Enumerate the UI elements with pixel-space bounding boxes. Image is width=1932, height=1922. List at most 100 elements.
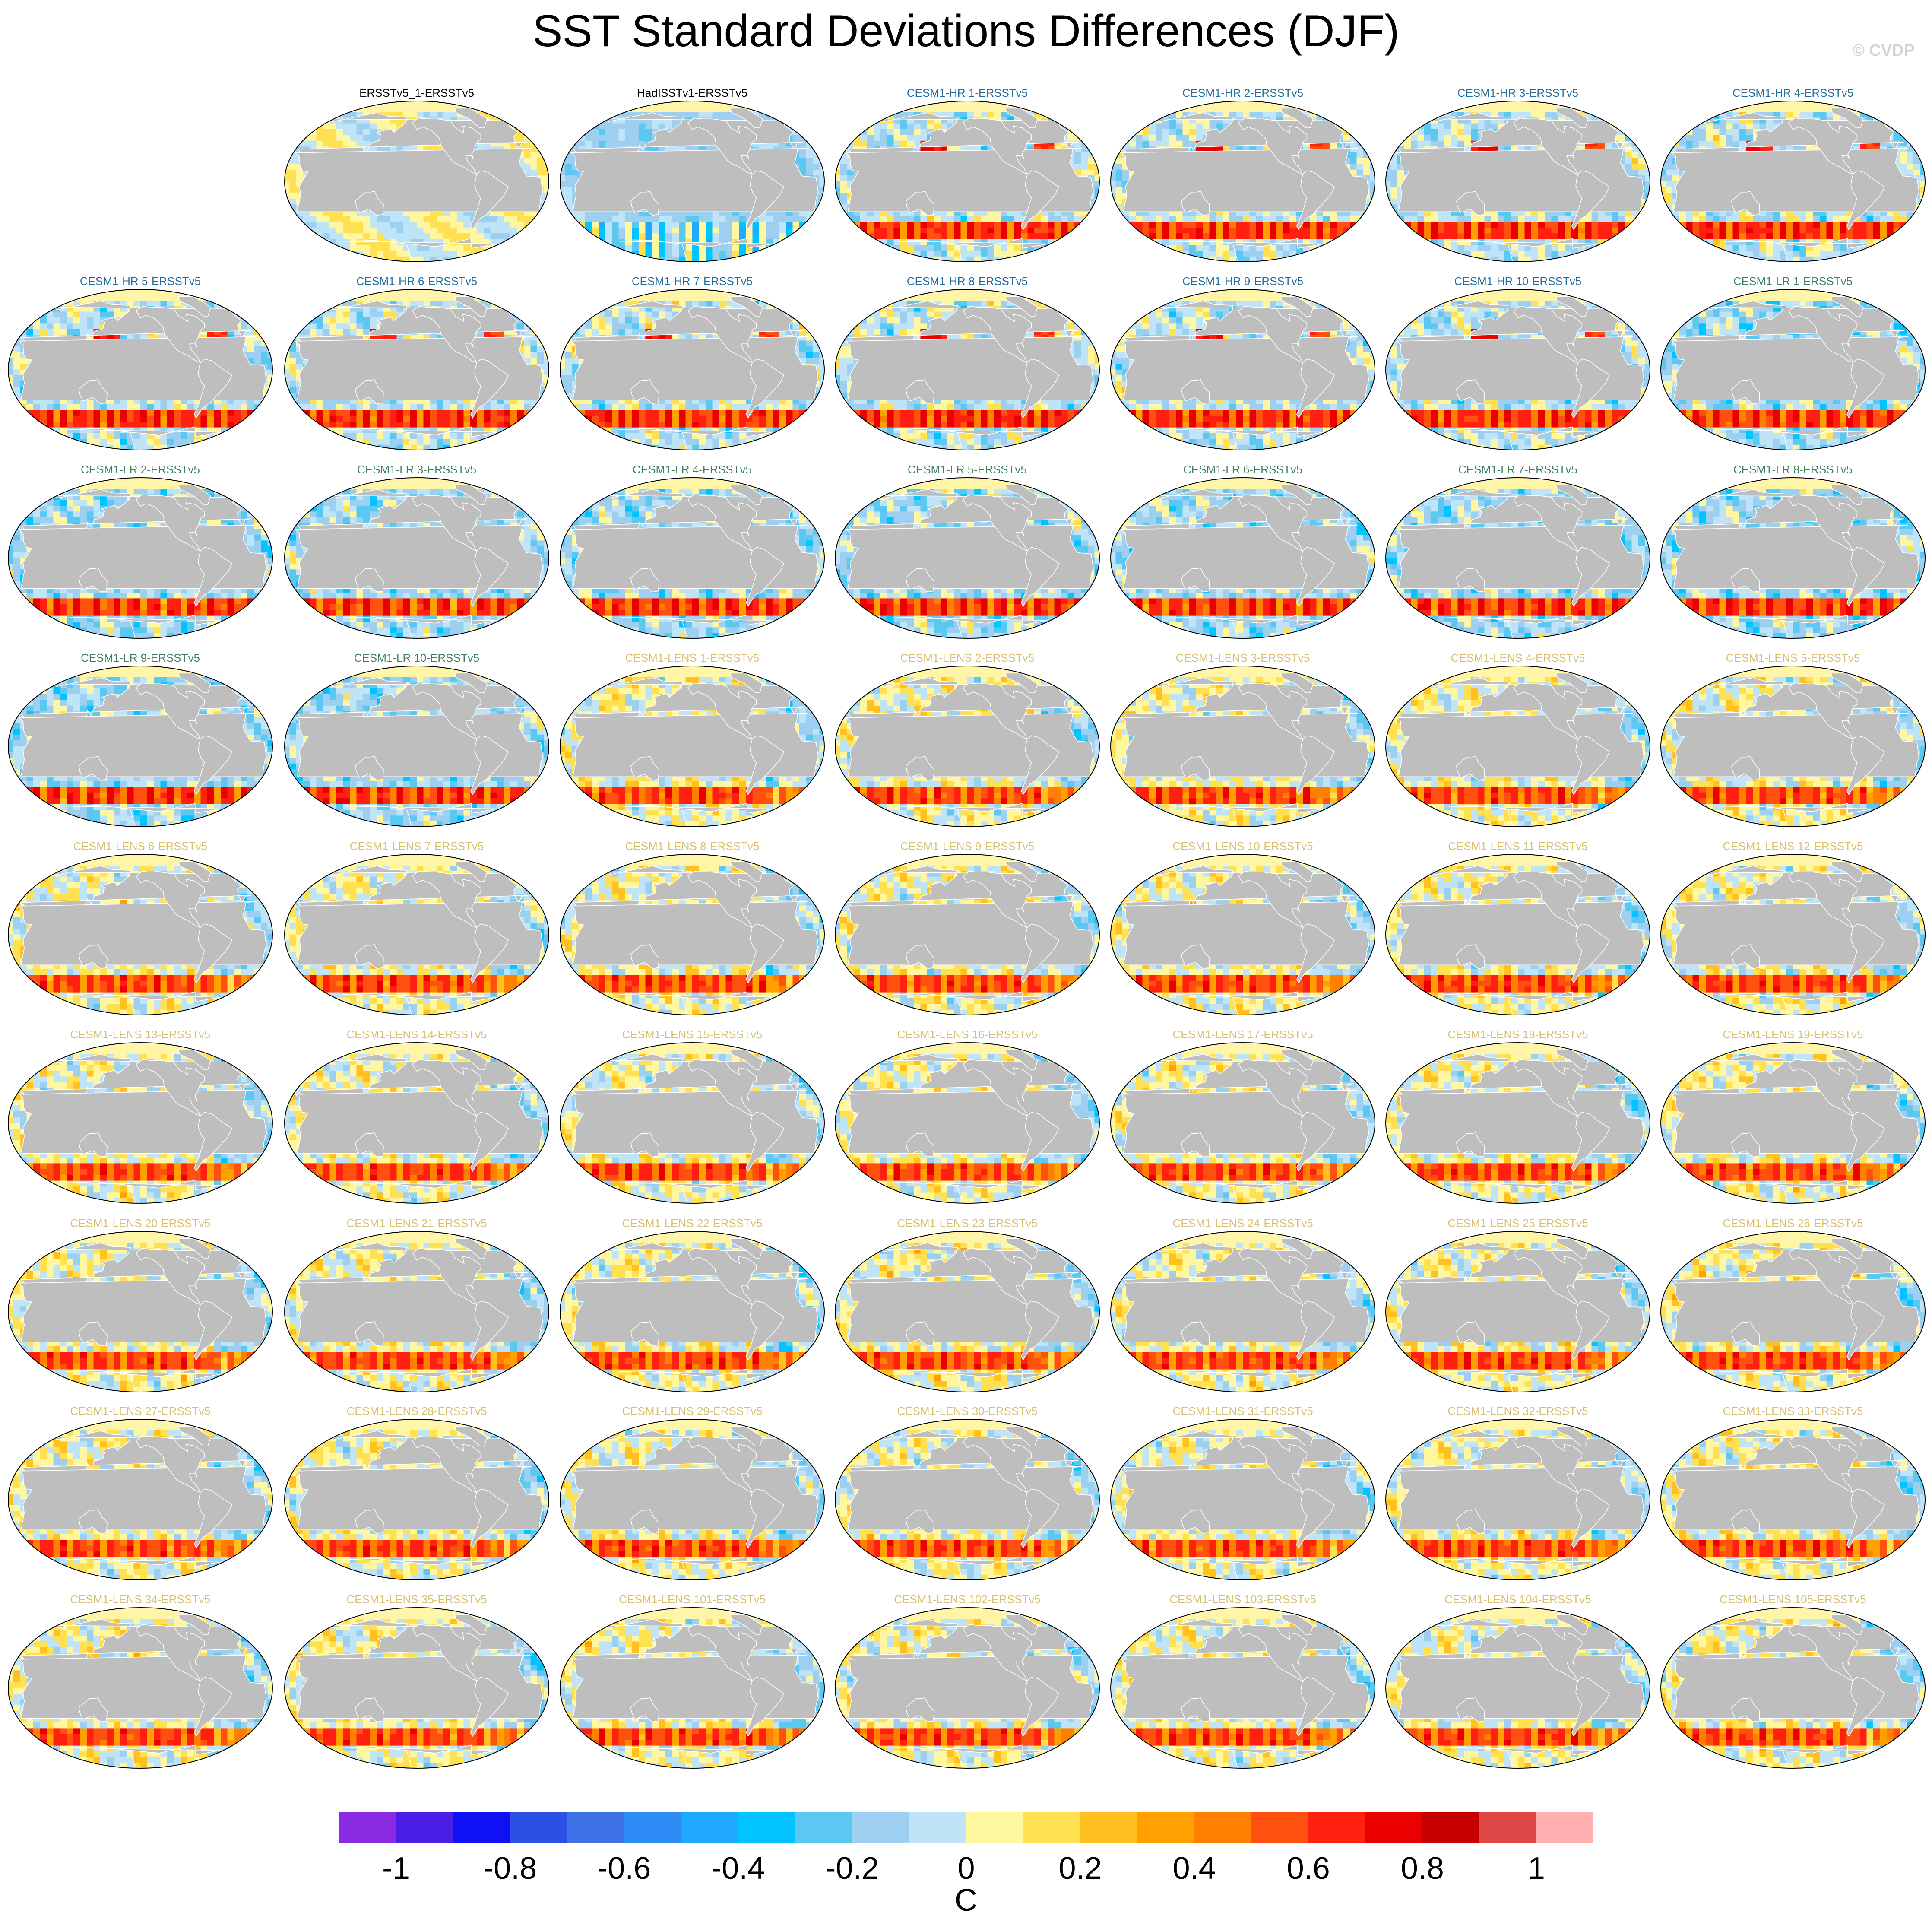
- sst-cell: [1323, 228, 1330, 234]
- sst-cell: [1330, 106, 1337, 112]
- sst-cell: [988, 251, 995, 257]
- sst-cell: [290, 141, 297, 147]
- sst-cell: [786, 251, 793, 257]
- sst-cell: [692, 251, 699, 257]
- sst-cell: [370, 216, 377, 222]
- sst-cell: [484, 106, 491, 112]
- sst-cell: [840, 199, 847, 205]
- sst-cell: [994, 251, 1001, 257]
- sst-cell: [424, 228, 431, 234]
- sst-cell: [303, 141, 310, 147]
- sst-cell: [430, 216, 437, 222]
- sst-cell: [840, 158, 847, 164]
- sst-cell: [1323, 233, 1330, 239]
- sst-cell: [1143, 257, 1150, 263]
- sst-cell: [491, 257, 497, 263]
- sst-cell: [934, 233, 941, 239]
- sst-cell: [713, 216, 719, 222]
- sst-cell: [1028, 222, 1035, 228]
- sst-cell: [336, 216, 343, 222]
- sst-cell: [1122, 257, 1129, 263]
- sst-cell: [585, 251, 592, 257]
- sst-cell: [759, 106, 766, 112]
- sst-cell: [1007, 228, 1014, 234]
- sst-cell: [357, 216, 364, 222]
- arctic-band: [283, 100, 551, 112]
- sst-cell: [1431, 100, 1438, 106]
- sst-cell: [572, 222, 579, 228]
- sst-cell: [450, 222, 457, 228]
- sst-cell: [531, 257, 538, 263]
- sst-cell: [565, 106, 572, 112]
- sst-cell: [806, 222, 813, 228]
- sst-cell: [921, 222, 928, 228]
- sst-cell: [854, 228, 861, 234]
- sst-cell: [1061, 245, 1068, 251]
- sst-cell: [565, 112, 572, 118]
- sst-cell: [497, 251, 504, 257]
- sst-cell: [510, 262, 517, 263]
- sst-cell: [558, 135, 565, 141]
- sst-cell: [296, 135, 303, 141]
- sst-cell: [1136, 216, 1143, 222]
- sst-cell: [1176, 100, 1183, 106]
- sst-cell: [450, 251, 457, 257]
- sst-cell: [686, 112, 693, 118]
- sst-cell: [531, 228, 538, 234]
- sst-cell: [887, 228, 894, 234]
- sst-cell: [793, 222, 800, 228]
- sst-cell: [1585, 106, 1592, 112]
- sst-cell: [1270, 245, 1276, 251]
- sst-cell: [1337, 112, 1343, 118]
- sst-cell: [1183, 129, 1190, 135]
- sst-cell: [874, 129, 880, 135]
- sst-cell: [786, 228, 793, 234]
- sst-cell: [981, 262, 988, 263]
- sst-cell: [1330, 112, 1337, 118]
- sst-cell: [1317, 100, 1324, 106]
- sst-cell: [1370, 100, 1377, 106]
- sst-cell: [558, 146, 565, 152]
- sst-cell: [941, 233, 947, 239]
- sst-cell: [1256, 112, 1263, 118]
- sst-cell: [1216, 245, 1223, 251]
- sst-cell: [1061, 222, 1068, 228]
- sst-cell: [874, 216, 880, 222]
- sst-cell: [1001, 233, 1008, 239]
- sst-cell: [1122, 228, 1129, 234]
- sst-cell: [967, 233, 974, 239]
- sst-cell: [363, 222, 370, 228]
- sst-cell: [1343, 106, 1350, 112]
- sst-cell: [397, 262, 404, 263]
- sst-cell: [813, 117, 820, 124]
- sst-cell: [585, 239, 592, 245]
- sst-cell: [296, 239, 303, 245]
- sst-cell: [1370, 175, 1377, 181]
- sst-cell: [1162, 257, 1169, 263]
- sst-cell: [867, 228, 874, 234]
- sst-cell: [1290, 233, 1297, 239]
- sst-cell: [759, 233, 766, 239]
- sst-cell: [491, 106, 497, 112]
- sst-cell: [820, 124, 827, 130]
- sst-cell: [457, 251, 464, 257]
- sst-cell: [1129, 117, 1136, 124]
- sst-cell: [632, 135, 639, 141]
- sst-cell: [450, 257, 457, 263]
- sst-cell: [860, 251, 867, 257]
- sst-cell: [390, 233, 397, 239]
- sst-cell: [390, 262, 397, 263]
- sst-cell: [430, 233, 437, 239]
- sst-cell: [706, 262, 713, 263]
- sst-cell: [981, 112, 988, 118]
- sst-cell: [840, 100, 847, 106]
- sst-cell: [363, 135, 370, 141]
- sst-cell: [860, 222, 867, 228]
- sst-cell: [847, 117, 854, 124]
- sst-cell: [1034, 262, 1041, 263]
- sst-cell: [504, 251, 511, 257]
- sst-cell: [813, 257, 820, 263]
- sst-cell: [1545, 112, 1552, 118]
- sst-difference-map: [1109, 100, 1377, 263]
- sst-cell: [531, 124, 538, 130]
